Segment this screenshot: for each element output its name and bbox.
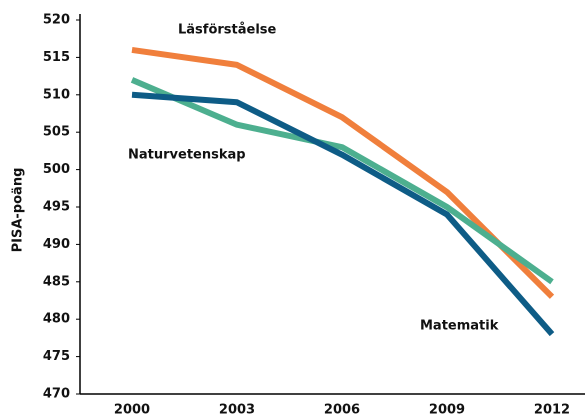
y-tick-label: 515 — [43, 50, 70, 65]
series-line — [131, 46, 555, 299]
y-tick-label: 490 — [43, 237, 70, 252]
series-line — [130, 77, 554, 285]
x-tick-label: 2003 — [219, 403, 255, 418]
x-tick-label: 2012 — [534, 403, 570, 418]
y-tick-label: 470 — [43, 387, 70, 402]
series-line — [131, 91, 555, 337]
y-tick-label: 485 — [43, 274, 70, 289]
y-tick-label: 480 — [43, 312, 70, 327]
y-tick-label: 520 — [43, 13, 70, 28]
series-label: Matematik — [420, 319, 499, 334]
y-tick-label: 495 — [43, 200, 70, 215]
y-tick-label: 505 — [43, 125, 70, 140]
y-tick-label: 510 — [43, 87, 70, 102]
y-tick-label: 500 — [43, 162, 70, 177]
y-tick-label: 475 — [43, 349, 70, 364]
y-axis-label: PISA-poäng — [11, 168, 26, 253]
series-label: Läsförståelse — [178, 23, 277, 38]
series-label: Naturvetenskap — [128, 148, 246, 163]
x-tick-label: 2006 — [324, 403, 360, 418]
x-tick-label: 2000 — [114, 403, 150, 418]
x-tick-label: 2009 — [429, 403, 465, 418]
